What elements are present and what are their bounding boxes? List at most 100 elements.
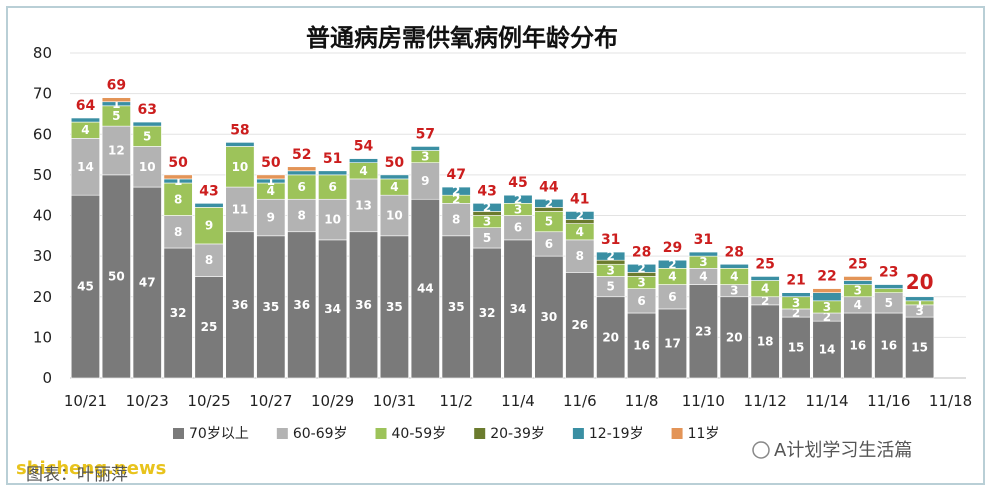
segment-label: 6 bbox=[637, 294, 645, 308]
x-tick-label: 11/6 bbox=[563, 392, 597, 410]
bar-segment bbox=[132, 186, 162, 379]
legend-label: 20-39岁 bbox=[490, 426, 545, 442]
bar-segment bbox=[287, 198, 317, 233]
bar-segment bbox=[410, 146, 440, 151]
bar-segment bbox=[812, 320, 842, 379]
segment-label: 4 bbox=[81, 123, 89, 137]
segment-label: 50 bbox=[108, 269, 125, 283]
segment-label: 16 bbox=[880, 339, 897, 353]
total-label: 29 bbox=[663, 240, 682, 256]
segment-label: 35 bbox=[262, 300, 279, 314]
segment-label: 2 bbox=[761, 294, 769, 308]
x-tick-label: 10/21 bbox=[64, 392, 107, 410]
bar-segment bbox=[596, 251, 626, 261]
segment-label: 4 bbox=[699, 269, 707, 283]
total-label: 22 bbox=[817, 269, 836, 285]
y-tick-label: 70 bbox=[33, 85, 52, 103]
x-tick-label: 11/10 bbox=[682, 392, 725, 410]
legend-item: 40-59岁 bbox=[375, 426, 446, 442]
bar-segment bbox=[132, 121, 162, 127]
bar-segment bbox=[657, 259, 687, 269]
x-tick-label: 10/27 bbox=[249, 392, 292, 410]
bar-segment bbox=[503, 239, 533, 379]
segment-label: 9 bbox=[205, 219, 213, 233]
total-label: 44 bbox=[539, 179, 559, 195]
bar-segment bbox=[812, 292, 842, 302]
y-tick-label: 50 bbox=[33, 166, 52, 184]
total-label: 57 bbox=[416, 126, 435, 142]
legend-item: 12-19岁 bbox=[572, 426, 644, 442]
segment-label: 35 bbox=[386, 300, 403, 314]
bar-segment bbox=[194, 276, 224, 379]
segment-label: 1 bbox=[267, 174, 275, 188]
segment-label: 34 bbox=[324, 302, 341, 316]
bar-segment bbox=[503, 194, 533, 204]
segment-label: 12 bbox=[108, 144, 125, 158]
segment-label: 2 bbox=[637, 261, 645, 275]
bar-segment bbox=[781, 292, 811, 298]
segment-label: 23 bbox=[695, 324, 712, 338]
segment-label: 18 bbox=[757, 334, 774, 348]
segment-label: 3 bbox=[607, 263, 615, 277]
total-label: 50 bbox=[385, 155, 405, 171]
y-tick-label: 0 bbox=[42, 369, 52, 387]
bar-segment bbox=[534, 255, 564, 379]
legend-label: 11岁 bbox=[688, 426, 720, 442]
total-label: 25 bbox=[755, 256, 774, 272]
total-label: 41 bbox=[570, 191, 589, 207]
bar-segment bbox=[657, 284, 687, 310]
segment-label: 3 bbox=[699, 255, 707, 269]
segment-label: 5 bbox=[112, 109, 120, 123]
bar-segment bbox=[163, 182, 193, 216]
segment-label: 4 bbox=[854, 298, 862, 312]
segment-label: 3 bbox=[792, 296, 800, 310]
total-label: 20 bbox=[906, 270, 934, 294]
bar-segment bbox=[101, 97, 131, 103]
segment-label: 3 bbox=[514, 202, 522, 216]
segment-label: 4 bbox=[390, 180, 398, 194]
y-tick-label: 20 bbox=[33, 288, 52, 306]
total-label: 28 bbox=[632, 244, 651, 260]
segment-label: 5 bbox=[607, 280, 615, 294]
legend-swatch bbox=[375, 428, 387, 439]
segment-label: 8 bbox=[452, 213, 460, 227]
bar-segment bbox=[565, 211, 595, 220]
segment-label: 14 bbox=[77, 160, 94, 174]
segment-label: 4 bbox=[730, 269, 738, 283]
x-tick-label: 10/23 bbox=[126, 392, 169, 410]
segment-label: 11 bbox=[232, 202, 249, 216]
segment-label: 20 bbox=[602, 330, 619, 344]
bar-segment bbox=[410, 162, 440, 200]
segment-label: 1 bbox=[112, 97, 120, 111]
legend-item: 70岁以上 bbox=[173, 426, 249, 442]
bar-segment bbox=[441, 186, 471, 196]
bar-segment bbox=[565, 272, 595, 379]
segment-label: 8 bbox=[298, 209, 306, 223]
x-tick-label: 11/8 bbox=[625, 392, 659, 410]
segment-label: 4 bbox=[359, 164, 367, 178]
bar-segment bbox=[874, 288, 904, 293]
bar-segment bbox=[441, 235, 471, 379]
segment-label: 30 bbox=[541, 310, 558, 324]
segment-label: 26 bbox=[571, 318, 588, 332]
y-tick-label: 80 bbox=[33, 44, 52, 62]
bar-segment bbox=[410, 198, 440, 379]
bar-segment bbox=[225, 186, 255, 233]
chart-caption: 图表：叶丽萍 bbox=[26, 465, 128, 483]
segment-label: 3 bbox=[823, 300, 831, 314]
watermark-site: shicheng.news bbox=[16, 458, 166, 479]
segment-label: 17 bbox=[664, 336, 681, 350]
segment-label: 3 bbox=[483, 215, 491, 229]
segment-label: 15 bbox=[911, 341, 928, 355]
segment-label: 10 bbox=[324, 213, 341, 227]
bar-segment bbox=[379, 174, 409, 180]
segment-label: 4 bbox=[267, 184, 275, 198]
chart-title: 普通病房需供氧病例年龄分布 bbox=[306, 24, 618, 52]
bar-segment bbox=[256, 174, 286, 180]
legend-item: 60-69岁 bbox=[276, 426, 348, 442]
bar-segment bbox=[287, 231, 317, 379]
segment-label: 4 bbox=[668, 269, 676, 283]
bar-segment bbox=[843, 276, 873, 281]
total-label: 47 bbox=[446, 167, 465, 183]
bar-segment bbox=[163, 247, 193, 379]
